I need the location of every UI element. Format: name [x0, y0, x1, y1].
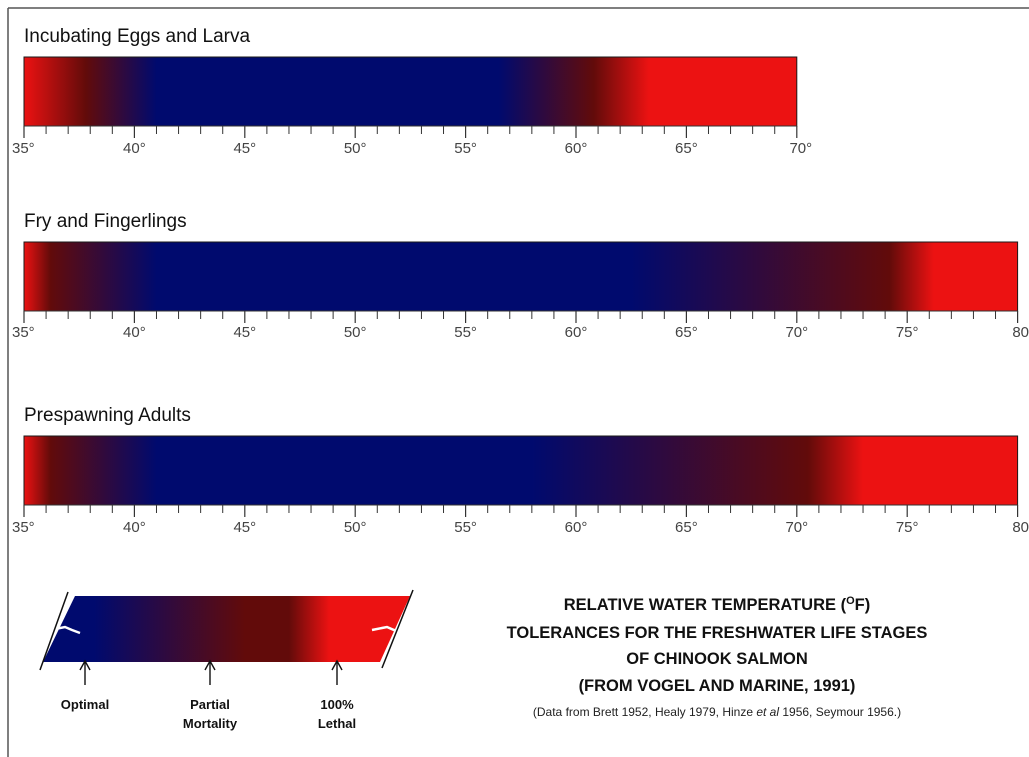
tick-label: 80	[1012, 519, 1029, 536]
legend-label: 100%	[320, 697, 354, 712]
tick-label: 35°	[12, 140, 35, 157]
legend-edge-left	[39, 591, 69, 671]
legend-break-right	[371, 625, 407, 635]
legend-label: Lethal	[318, 716, 356, 731]
legend-arrow-head	[331, 659, 343, 671]
stage-group: Incubating Eggs and Larva 35° 40° 45° 50° 55°…	[12, 26, 812, 157]
tick-label: 65°	[675, 140, 698, 157]
tick-label: 70°	[785, 519, 808, 536]
legend-arrow-head	[204, 659, 216, 671]
legend-swatch	[43, 596, 410, 662]
stage-group: Prespawning Adults 35° 40° 45° 50° 55° 60° 65° 7…	[12, 405, 1029, 536]
tick-label: 70°	[789, 140, 812, 157]
tick-label: 70°	[785, 324, 808, 341]
tick-label: 65°	[675, 519, 698, 536]
tick-label: 50°	[344, 140, 367, 157]
degree-superscript: O	[846, 595, 855, 607]
tick-label: 55°	[454, 519, 477, 536]
legend-entry: Partial Mortality	[183, 659, 238, 731]
stage-bars: Incubating Eggs and Larva 35° 40° 45° 50° 55°…	[12, 26, 1029, 536]
legend-break-left	[49, 625, 81, 635]
legend-edge-right	[381, 589, 414, 669]
tick-label: 40°	[123, 519, 146, 536]
tick-label: 75°	[896, 324, 919, 341]
title-line: OF CHINOOK SALMON	[626, 650, 808, 668]
tick-label: 45°	[233, 519, 256, 536]
tick-label: 60°	[565, 140, 588, 157]
tick-label: 75°	[896, 519, 919, 536]
legend-label: Optimal	[61, 697, 109, 712]
tick-label: 65°	[675, 324, 698, 341]
legend-label: Partial	[190, 697, 230, 712]
title-line: RELATIVE WATER TEMPERATURE (OF)	[564, 595, 870, 614]
tick-label: 50°	[344, 324, 367, 341]
tick-label: 80	[1012, 324, 1029, 341]
tick-label: 60°	[565, 519, 588, 536]
tick-label: 55°	[454, 140, 477, 157]
title-line: (FROM VOGEL AND MARINE, 1991)	[579, 677, 856, 695]
chart-title: RELATIVE WATER TEMPERATURE (OF) TOLERANCE…	[507, 595, 928, 719]
tick-label: 45°	[233, 324, 256, 341]
legend-entry: 100% Lethal	[318, 659, 356, 731]
stage-title: Incubating Eggs and Larva	[24, 26, 250, 47]
stage-temperature-bar	[23, 241, 1019, 312]
tick-label: 60°	[565, 324, 588, 341]
stage-title: Fry and Fingerlings	[24, 211, 187, 232]
tick-label: 40°	[123, 140, 146, 157]
tick-label: 45°	[233, 140, 256, 157]
legend: Optimal Partial Mortality 100% Lethal	[39, 589, 414, 731]
tick-label: 35°	[12, 324, 35, 341]
title-line: TOLERANCES FOR THE FRESHWATER LIFE STAGE…	[507, 624, 928, 642]
tick-label: 40°	[123, 324, 146, 341]
stage-title: Prespawning Adults	[24, 405, 191, 426]
tick-label: 50°	[344, 519, 367, 536]
stage-temperature-bar	[23, 435, 1019, 506]
legend-label: Mortality	[183, 716, 238, 731]
tick-label: 55°	[454, 324, 477, 341]
stage-group: Fry and Fingerlings 35° 40° 45° 50° 55° 60° 65°…	[12, 211, 1029, 341]
legend-arrow-head	[79, 659, 91, 671]
tick-label: 35°	[12, 519, 35, 536]
stage-temperature-bar	[23, 56, 798, 127]
source-note: (Data from Brett 1952, Healy 1979, Hinze…	[533, 705, 901, 719]
legend-entry: Optimal	[61, 659, 109, 712]
